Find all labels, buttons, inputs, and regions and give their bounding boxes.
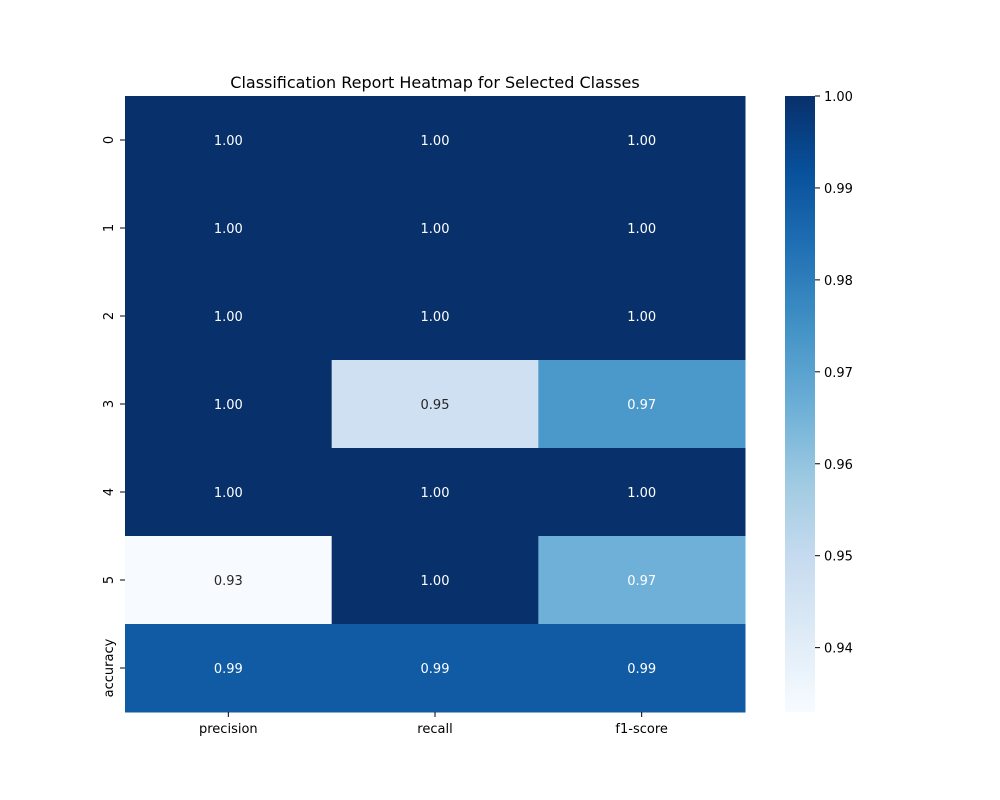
heatmap-cell <box>331 360 539 449</box>
y-tick-label: 2 <box>102 312 117 320</box>
cell-value-label: 1.00 <box>421 310 450 325</box>
heatmap-cell <box>331 536 539 625</box>
heatmap-cell <box>538 184 746 273</box>
cell-value-label: 0.99 <box>421 662 450 677</box>
heatmap-cell <box>538 96 746 185</box>
heatmap-cell <box>125 624 333 713</box>
chart-title: Classification Report Heatmap for Select… <box>230 73 639 92</box>
heatmap-cell <box>538 360 746 449</box>
cell-value-label: 1.00 <box>627 134 656 149</box>
heatmap-cell <box>125 96 333 185</box>
x-axis: precision recall f1-score <box>199 712 668 737</box>
heatmap-cell <box>125 272 333 361</box>
heatmap-cell <box>331 184 539 273</box>
cell-value-label: 0.97 <box>627 398 656 413</box>
heatmap-cell <box>331 448 539 537</box>
cell-value-label: 1.00 <box>627 486 656 501</box>
heatmap-cell <box>538 624 746 713</box>
cell-value-label: 1.00 <box>214 134 243 149</box>
x-tick-label: recall <box>417 722 452 737</box>
heatmap-cell <box>538 536 746 625</box>
y-tick-label: 1 <box>102 224 117 232</box>
y-axis: 0 1 2 3 4 5 accuracy <box>102 136 125 697</box>
y-tick-label: 5 <box>102 576 117 584</box>
cell-value-label: 1.00 <box>421 486 450 501</box>
heatmap-cell <box>125 184 333 273</box>
heatmap-cell <box>538 448 746 537</box>
heatmap-cell <box>125 536 333 625</box>
y-tick-label: 4 <box>102 488 117 496</box>
colorbar-tick-label: 0.98 <box>824 274 853 289</box>
colorbar-tick-label: 0.96 <box>824 458 853 473</box>
cell-value-label: 0.99 <box>627 662 656 677</box>
heatmap-cell <box>538 272 746 361</box>
cell-value-label: 1.00 <box>627 310 656 325</box>
cell-value-label: 1.00 <box>421 222 450 237</box>
cell-value-label: 1.00 <box>421 134 450 149</box>
cell-value-label: 1.00 <box>214 222 243 237</box>
heatmap-cell <box>331 96 539 185</box>
y-tick-label: 0 <box>102 136 117 144</box>
colorbar-tick-label: 0.95 <box>824 550 853 565</box>
x-tick-label: precision <box>199 722 258 737</box>
cell-value-label: 1.00 <box>627 222 656 237</box>
heatmap-cell <box>331 624 539 713</box>
heatmap-cell <box>331 272 539 361</box>
heatmap-cell <box>125 360 333 449</box>
cell-value-label: 1.00 <box>214 398 243 413</box>
colorbar-tick-label: 0.99 <box>824 182 853 197</box>
cell-value-label: 0.95 <box>421 398 450 413</box>
cell-value-label: 1.00 <box>421 574 450 589</box>
cell-value-label: 0.99 <box>214 662 243 677</box>
colorbar-tick-label: 1.00 <box>824 90 853 105</box>
heatmap-cells: 1.00 1.00 1.00 1.00 1.00 1.00 1.00 1.00 1.00 1.00… <box>125 96 746 713</box>
y-tick-label: 3 <box>102 400 117 408</box>
colorbar-tick-label: 0.94 <box>824 642 853 657</box>
cell-value-label: 0.97 <box>627 574 656 589</box>
heatmap-cell <box>125 448 333 537</box>
colorbar: 0.94 0.95 0.96 0.97 0.98 0.99 1.00 <box>785 90 853 712</box>
colorbar-tick-label: 0.97 <box>824 366 853 381</box>
x-tick-label: f1-score <box>615 722 667 737</box>
y-tick-label: accuracy <box>102 638 117 697</box>
cell-value-label: 1.00 <box>214 310 243 325</box>
cell-value-label: 1.00 <box>214 486 243 501</box>
cell-value-label: 0.93 <box>214 574 243 589</box>
colorbar-gradient <box>785 96 815 712</box>
